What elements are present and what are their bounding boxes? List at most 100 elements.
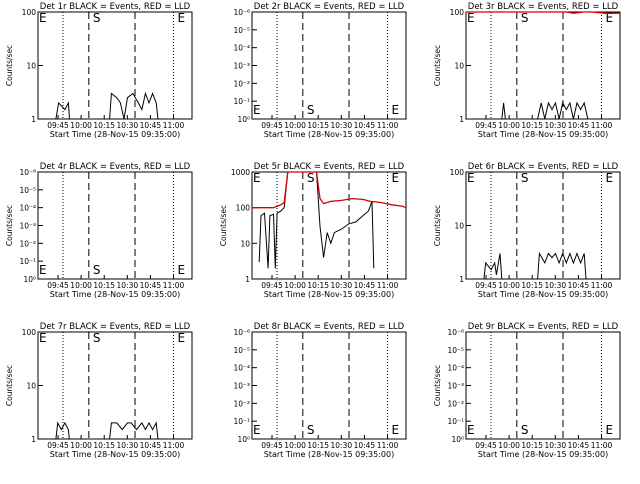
- det-2r-x-tick-label: 10:30: [331, 121, 353, 130]
- det-3r-y-label: Counts/sec: [433, 45, 442, 86]
- det-9r-y-tick-label: 10⁻⁴: [447, 364, 464, 373]
- det-7r-x-tick-label: 11:00: [163, 441, 185, 450]
- det-8r-x-tick-label: 10:30: [331, 441, 353, 450]
- det-5r-x-tick-label: 10:15: [307, 281, 329, 290]
- det-5r-series-events: [258, 171, 375, 269]
- det-4r-x-tick-label: 11:00: [163, 281, 185, 290]
- det-4r-y-tick-label: 10⁻²: [19, 239, 36, 248]
- det-1r-x-tick-label: 10:15: [93, 121, 115, 130]
- det-8r-marker-left-e: E: [253, 423, 261, 437]
- det-2r-x-tick-label: 10:00: [284, 121, 306, 130]
- det-9r-frame: [465, 331, 621, 440]
- det-9r-x-label: Start Time (28-Nov-15 09:35:00): [478, 450, 608, 459]
- det-5r-y-tick-label: 10: [240, 239, 250, 248]
- det-9r-marker-s: S: [521, 423, 529, 437]
- det-6r-marker-e: E: [606, 171, 614, 185]
- det-4r-x-tick-label: 10:00: [70, 281, 92, 290]
- det-5r-y-tick-label: 1: [245, 275, 250, 284]
- det-3r-frame: [465, 11, 621, 120]
- det-1r-x-tick-label: 09:45: [47, 121, 69, 130]
- det-2r-x-tick-label: 10:15: [307, 121, 329, 130]
- det-8r-marker-e: E: [392, 423, 400, 437]
- det-1r-title: Det 1r BLACK = Events, RED = LLD: [40, 2, 191, 12]
- det-4r-marker-e: E: [178, 263, 186, 277]
- det-4r-y-tick-label: 10⁰: [23, 275, 36, 284]
- det-8r-frame: [251, 331, 407, 440]
- det-8r-x-tick-label: 10:45: [354, 441, 376, 450]
- det-3r-x-tick-label: 10:00: [498, 121, 520, 130]
- det-1r-x-tick-label: 11:00: [163, 121, 185, 130]
- det-1r-x-tick-label: 10:00: [70, 121, 92, 130]
- det-7r-y-label: Counts/sec: [5, 365, 14, 406]
- det-5r-y-tick-label: 100: [236, 204, 251, 213]
- det-2r-y-tick-label: 10⁻⁵: [233, 26, 250, 35]
- det-6r-x-tick-label: 11:00: [591, 281, 613, 290]
- det-5r-x-tick-label: 11:00: [377, 281, 399, 290]
- det-9r-y-tick-label: 10⁻⁵: [447, 346, 464, 355]
- det-1r-frame: [37, 11, 193, 120]
- det-9r-x-tick-label: 10:45: [568, 441, 590, 450]
- det-6r-x-tick-label: 10:30: [545, 281, 567, 290]
- det-3r-series-events: [501, 101, 589, 120]
- det-5r-y-label: Counts/sec: [219, 205, 228, 246]
- det-6r-marker-s: S: [521, 171, 529, 185]
- det-4r-y-label: Counts/sec: [5, 205, 14, 246]
- det-8r-y-tick-label: 10⁻⁵: [233, 346, 250, 355]
- det-5r-marker-left-e: E: [253, 171, 261, 185]
- det-5r-frame: [251, 171, 407, 280]
- det-7r-x-tick-label: 09:45: [47, 441, 69, 450]
- det-9r-y-tick-label: 10⁻³: [447, 382, 464, 391]
- det-9r-y-tick-label: 10⁻¹: [447, 417, 464, 426]
- det-3r-y-tick-label: 100: [450, 8, 465, 17]
- det-3r-x-tick-label: 10:30: [545, 121, 567, 130]
- det-7r-x-label: Start Time (28-Nov-15 09:35:00): [50, 450, 180, 459]
- det-2r-marker-s: S: [307, 103, 315, 117]
- det-9r-x-tick-label: 10:30: [545, 441, 567, 450]
- det-3r-x-tick-label: 10:45: [568, 121, 590, 130]
- det-3r-y-tick-label: 1: [459, 115, 464, 124]
- det-2r-y-tick-label: 10⁻¹: [233, 97, 250, 106]
- det-1r-x-label: Start Time (28-Nov-15 09:35:00): [50, 130, 180, 139]
- det-6r-y-tick-label: 10: [454, 222, 464, 231]
- det-4r-marker-left-e: E: [39, 263, 47, 277]
- det-7r-marker-s: S: [93, 331, 101, 345]
- det-6r-title: Det 6r BLACK = Events, RED = LLD: [468, 162, 619, 172]
- det-9r-marker-left-e: E: [467, 423, 475, 437]
- det-2r-x-label: Start Time (28-Nov-15 09:35:00): [264, 130, 394, 139]
- det-5r-y-tick-label: 1000: [231, 168, 250, 177]
- det-9r-x-tick-label: 10:00: [498, 441, 520, 450]
- det-3r-title: Det 3r BLACK = Events, RED = LLD: [468, 2, 619, 12]
- det-1r-marker-s: S: [93, 11, 101, 25]
- det-5r-marker-e: E: [392, 171, 400, 185]
- det-7r-x-tick-label: 10:30: [117, 441, 139, 450]
- det-3r-x-tick-label: 11:00: [591, 121, 613, 130]
- det-3r-y-tick-label: 10: [454, 62, 464, 71]
- det-8r-x-tick-label: 11:00: [377, 441, 399, 450]
- det-6r-y-tick-label: 1: [459, 275, 464, 284]
- det-7r-y-tick-label: 10: [26, 382, 36, 391]
- det-8r-x-tick-label: 10:15: [307, 441, 329, 450]
- det-8r-y-tick-label: 10⁻⁴: [233, 364, 250, 373]
- det-6r-marker-left-e: E: [467, 171, 475, 185]
- det-8r-marker-s: S: [307, 423, 315, 437]
- det-4r-x-tick-label: 09:45: [47, 281, 69, 290]
- det-4r-marker-s: S: [93, 263, 101, 277]
- det-8r-x-label: Start Time (28-Nov-15 09:35:00): [264, 450, 394, 459]
- det-5r-x-tick-label: 10:30: [331, 281, 353, 290]
- det-4r-x-label: Start Time (28-Nov-15 09:35:00): [50, 290, 180, 299]
- det-6r-x-tick-label: 09:45: [475, 281, 497, 290]
- det-7r-marker-e: E: [178, 331, 186, 345]
- det-9r-y-tick-label: 10⁰: [451, 435, 464, 444]
- det-3r-marker-s: S: [521, 11, 529, 25]
- det-6r-y-tick-label: 100: [450, 168, 465, 177]
- det-3r-series-lld: [466, 11, 620, 14]
- det-4r-y-tick-label: 10⁻³: [19, 222, 36, 231]
- det-7r-x-tick-label: 10:00: [70, 441, 92, 450]
- det-5r-marker-s: S: [307, 171, 315, 185]
- det-3r-marker-left-e: E: [467, 11, 475, 25]
- det-6r-x-tick-label: 10:45: [568, 281, 590, 290]
- det-6r-series-events: [483, 251, 587, 280]
- det-3r-x-label: Start Time (28-Nov-15 09:35:00): [478, 130, 608, 139]
- det-2r-y-tick-label: 10⁻³: [233, 62, 250, 71]
- det-8r-x-tick-label: 10:00: [284, 441, 306, 450]
